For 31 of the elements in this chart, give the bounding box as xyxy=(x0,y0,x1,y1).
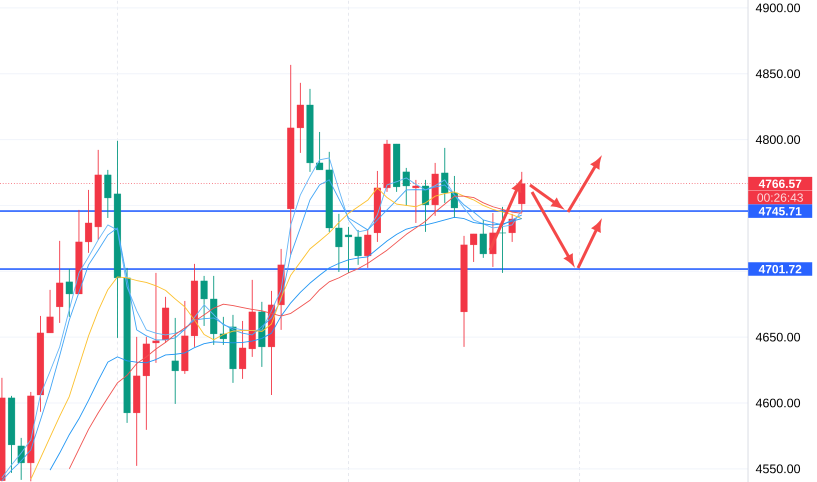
candlestick xyxy=(354,229,362,266)
y-tick-label: 4800.00 xyxy=(756,135,800,144)
candlestick xyxy=(152,272,160,364)
candlestick xyxy=(200,275,208,326)
ref-line-label: 4701.72 xyxy=(758,264,802,274)
y-tick-label: 4600.00 xyxy=(756,398,800,408)
candlestick xyxy=(239,320,246,380)
candlestick xyxy=(499,206,506,274)
candlestick xyxy=(335,213,342,272)
y-tick-label: 4550.00 xyxy=(756,464,800,474)
y-tick-label: 4850.00 xyxy=(756,69,800,78)
candlestick xyxy=(66,268,73,318)
candlestick xyxy=(172,317,179,404)
y-tick-label: 4900.00 xyxy=(756,3,800,12)
candlestick xyxy=(46,289,54,334)
candlestick xyxy=(104,169,112,218)
candlestick xyxy=(316,132,324,170)
text: 00:26:43 xyxy=(757,193,803,202)
candlestick xyxy=(56,240,64,324)
ref-line-label: 4745.71 xyxy=(758,207,802,216)
candlestick xyxy=(296,82,304,154)
candlestick xyxy=(364,228,372,268)
candlestick xyxy=(470,233,478,262)
candlestick xyxy=(441,147,448,204)
y-tick-label: 4650.00 xyxy=(756,332,800,342)
candlestick xyxy=(85,189,92,254)
ref-line-label: 4766.57 xyxy=(758,180,802,188)
candlestick xyxy=(480,219,487,258)
candlestick xyxy=(402,167,410,206)
candlestick xyxy=(220,316,227,346)
candlestick xyxy=(344,226,352,274)
